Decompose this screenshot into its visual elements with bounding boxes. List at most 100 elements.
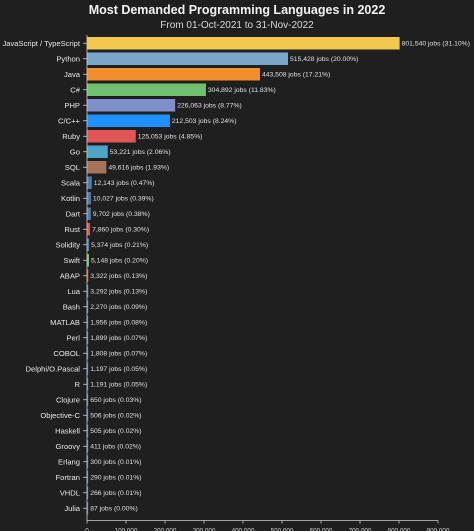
value-label: 53,221 jobs (2.06%): [110, 149, 171, 156]
category-label: PHP: [64, 101, 80, 110]
category-label: Swift: [64, 256, 81, 265]
category-label: Haskell: [55, 426, 80, 435]
category-label: COBOL: [53, 349, 80, 358]
bar-29: [87, 486, 89, 499]
x-tick-label: 500,000: [271, 528, 294, 531]
value-label: 1,956 jobs (0.08%): [90, 320, 147, 327]
category-label: Clojure: [56, 395, 80, 404]
x-tick-label: 900,000: [427, 528, 450, 531]
category-label: Fortran: [56, 473, 80, 482]
x-tick-label: 300,000: [193, 528, 216, 531]
value-label: 505 jobs (0.02%): [90, 428, 141, 435]
value-label: 2,270 jobs (0.09%): [90, 304, 147, 311]
value-label: 3,292 jobs (0.13%): [90, 289, 147, 296]
value-label: 12,143 jobs (0.47%): [94, 180, 155, 187]
bar-7: [87, 145, 108, 158]
value-label: 9,702 jobs (0.38%): [93, 211, 150, 218]
category-label: Ruby: [62, 132, 80, 141]
x-tick-label: 600,000: [310, 528, 333, 531]
value-label: 5,148 jobs (0.20%): [91, 258, 148, 265]
bar-26: [87, 440, 89, 453]
bars-layer: JavaScript / TypeScript 801,540 jobs (31.…: [2, 37, 470, 515]
category-label: Erlang: [58, 457, 80, 466]
value-label: 1,191 jobs (0.05%): [90, 382, 147, 389]
category-label: VHDL: [60, 488, 80, 497]
value-label: 212,503 jobs (8.24%): [172, 118, 237, 125]
value-label: 290 jobs (0.01%): [90, 475, 141, 482]
x-axis: 0 100,000 200,000 300,000 400,000 500,000 600,…: [83, 35, 450, 531]
bar-30: [87, 502, 89, 515]
bar-4: [87, 99, 176, 112]
bar-22: [87, 378, 89, 391]
bar-8: [87, 161, 107, 174]
category-label: SQL: [65, 163, 80, 172]
category-label: ABAP: [60, 271, 80, 280]
value-label: 266 jobs (0.01%): [90, 490, 141, 497]
value-label: 300 jobs (0.01%): [90, 459, 141, 466]
bar-23: [87, 393, 89, 406]
value-label: 5,374 jobs (0.21%): [91, 242, 148, 249]
bar-2: [87, 68, 260, 81]
bar-14: [87, 254, 90, 267]
bar-24: [87, 409, 89, 422]
category-label: Rust: [64, 225, 81, 234]
value-label: 443,508 jobs (17.21%): [262, 72, 330, 79]
value-label: 10,027 jobs (0.39%): [93, 196, 154, 203]
x-tick-label: 700,000: [349, 528, 372, 531]
value-label: 125,053 jobs (4.85%): [138, 134, 203, 141]
value-label: 506 jobs (0.02%): [90, 413, 141, 420]
category-label: C/C++: [58, 116, 81, 125]
bar-17: [87, 300, 89, 313]
category-label: Scala: [61, 178, 81, 187]
value-label: 1,197 jobs (0.05%): [90, 366, 147, 373]
bar-15: [87, 269, 89, 282]
value-label: 87 jobs (0.00%): [90, 506, 138, 513]
category-label: Java: [64, 70, 81, 79]
category-label: Go: [70, 147, 80, 156]
value-label: 49,616 jobs (1.93%): [108, 165, 169, 172]
category-label: Kotlin: [61, 194, 80, 203]
bar-25: [87, 424, 89, 437]
value-label: 226,063 jobs (8.77%): [177, 103, 242, 110]
bar-3: [87, 83, 206, 96]
value-label: 650 jobs (0.03%): [90, 397, 141, 404]
bar-5: [87, 114, 170, 127]
value-label: 3,322 jobs (0.13%): [90, 273, 147, 280]
x-tick-label: 400,000: [232, 528, 255, 531]
bar-19: [87, 331, 89, 344]
x-tick-label: 800,000: [388, 528, 411, 531]
chart-title: Most Demanded Programming Languages in 2…: [89, 3, 386, 17]
category-label: MATLAB: [50, 318, 80, 327]
value-label: 1,899 jobs (0.07%): [90, 335, 147, 342]
category-label: Lua: [67, 287, 80, 296]
category-label: Groovy: [56, 442, 81, 451]
bar-16: [87, 285, 89, 298]
category-label: Julia: [64, 504, 80, 513]
category-label: Objective-C: [40, 411, 80, 420]
category-label: JavaScript / TypeScript: [2, 39, 80, 48]
bar-9: [87, 176, 92, 189]
bar-6: [87, 130, 136, 143]
bar-0: [87, 37, 400, 50]
value-label: 801,540 jobs (31.10%): [402, 41, 470, 48]
bar-18: [87, 316, 89, 329]
category-label: Python: [56, 54, 80, 63]
category-label: C#: [70, 85, 80, 94]
value-label: 304,892 jobs (11.83%): [208, 87, 276, 94]
value-label: 515,428 jobs (20.00%): [290, 56, 358, 63]
bar-12: [87, 223, 91, 236]
category-label: R: [75, 380, 81, 389]
bar-27: [87, 455, 89, 468]
value-label: 1,808 jobs (0.07%): [90, 351, 147, 358]
category-label: Solidity: [56, 240, 81, 249]
bar-21: [87, 362, 89, 375]
bar-10: [87, 192, 91, 205]
category-label: Perl: [66, 333, 80, 342]
x-tick-label: 0: [85, 528, 89, 531]
bar-11: [87, 207, 91, 220]
value-label: 7,860 jobs (0.30%): [92, 227, 149, 234]
chart-subtitle: From 01-Oct-2021 to 31-Nov-2022: [160, 20, 314, 31]
bar-20: [87, 347, 89, 360]
